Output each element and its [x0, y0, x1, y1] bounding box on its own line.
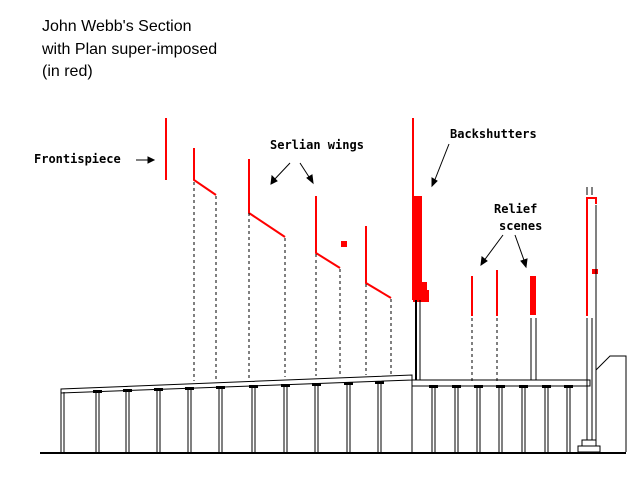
label-frontispiece: Frontispiece [34, 152, 121, 166]
rear-structure-marker [592, 269, 598, 274]
relief-scene-3 [530, 276, 536, 315]
label-relief-line-2: scenes [499, 219, 542, 233]
raked-stage [60, 374, 413, 394]
title-line-2: with Plan super-imposed [41, 41, 217, 58]
arrow-relief-right [514, 234, 528, 269]
serlian-wing-4 [365, 226, 392, 299]
serlian-wing-2 [248, 159, 286, 238]
arrow-serlian-right [299, 162, 314, 185]
backshutter-block [413, 196, 422, 302]
arrow-frontispiece [136, 156, 156, 164]
arrow-relief-left [480, 234, 504, 267]
serlian-wing-1 [193, 148, 217, 196]
section-black [40, 187, 627, 454]
title-line-3: (in red) [42, 63, 93, 80]
post-caps [93, 381, 573, 393]
projection-lines [193, 182, 498, 381]
label-serlian-wings: Serlian wings [270, 138, 364, 152]
plan-red [165, 118, 598, 316]
backshutter-notch-small [426, 290, 429, 302]
arrow-backshutters [431, 143, 450, 188]
label-backshutters: Backshutters [450, 127, 537, 141]
arrows [136, 143, 528, 269]
backshutter-notch [420, 282, 427, 302]
serlian-wing-3 [315, 196, 341, 269]
label-relief-line-1: Relief [494, 202, 537, 216]
serlian-wing-3-marker [341, 241, 347, 247]
title-line-1: John Webb's Section [42, 18, 192, 35]
arrow-serlian-left [270, 162, 291, 185]
rear-structure-outline [586, 197, 597, 316]
